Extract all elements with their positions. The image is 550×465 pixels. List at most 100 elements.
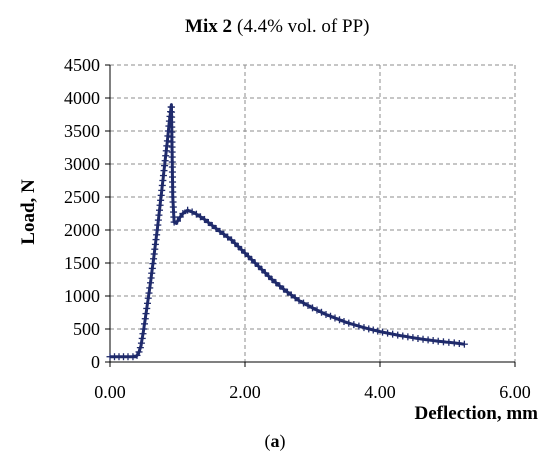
data-point-marker (331, 314, 339, 322)
y-axis-ticks: 0 500 1000 1500 2000 2500 3000 3500 4000 4500 (64, 55, 110, 372)
data-point-marker (137, 339, 145, 347)
data-point-marker (384, 329, 392, 337)
data-point-marker (360, 324, 368, 332)
data-point-marker (261, 269, 269, 277)
y-tick-label: 2500 (64, 187, 100, 207)
data-point-marker (369, 326, 377, 334)
data-point-marker (276, 282, 284, 290)
y-tick-label: 4500 (64, 55, 100, 75)
data-point-marker (419, 335, 427, 343)
data-point-marker (196, 213, 204, 221)
data-point-marker (231, 239, 239, 247)
data-point-marker (265, 272, 273, 280)
data-point-marker (201, 215, 208, 223)
data-point-marker (251, 259, 259, 267)
data-point-marker (409, 334, 417, 342)
data-point-marker (216, 227, 224, 235)
series-layer (106, 103, 468, 361)
data-point-marker (280, 285, 288, 293)
data-point-marker (365, 325, 373, 333)
x-tick-label: 4.00 (364, 382, 396, 402)
y-tick-label: 4000 (64, 88, 100, 108)
data-point-marker (143, 304, 151, 312)
data-point-marker (179, 210, 187, 217)
x-tick-label: 2.00 (229, 382, 261, 402)
data-point-marker (455, 340, 463, 348)
data-point-marker (234, 243, 242, 250)
data-point-marker (241, 249, 249, 257)
data-point-marker (204, 218, 212, 226)
data-point-marker (374, 327, 382, 335)
data-point-marker (318, 308, 325, 316)
data-point-marker (170, 218, 178, 226)
data-point-marker (327, 312, 334, 320)
data-point-marker (144, 294, 152, 302)
data-point-marker (244, 252, 252, 260)
data-point-marker (309, 304, 316, 312)
data-point-marker (268, 276, 276, 283)
data-point-marker (144, 299, 151, 307)
x-tick-label: 0.00 (94, 382, 126, 402)
data-point-marker (138, 334, 146, 342)
series-line (110, 103, 465, 359)
data-point-marker (414, 334, 422, 342)
data-point-marker (188, 208, 196, 216)
data-point-marker (304, 301, 312, 309)
data-point-marker (145, 289, 153, 297)
data-point-marker (272, 279, 280, 287)
data-point-marker (238, 246, 246, 254)
figure-caption: (a) (265, 431, 286, 452)
caption-letter: a (271, 431, 280, 451)
data-point-marker (141, 315, 149, 323)
data-point-marker (135, 348, 143, 356)
x-tick-label: 6.00 (499, 382, 531, 402)
data-point-marker (224, 233, 232, 241)
data-point-marker (322, 310, 330, 318)
caption-close: ) (280, 431, 286, 452)
y-tick-label: 3500 (64, 121, 100, 141)
data-point-marker (350, 321, 358, 329)
data-point-marker (129, 353, 137, 361)
caption-open: ( (265, 431, 271, 452)
y-tick-label: 1500 (64, 253, 100, 273)
data-point-marker (379, 328, 387, 336)
data-point-marker (220, 230, 228, 238)
data-point-marker (283, 288, 291, 296)
y-axis-label: Load, N (18, 179, 39, 245)
data-point-marker (140, 325, 148, 333)
data-point-marker (228, 236, 235, 244)
data-point-marker (255, 262, 262, 270)
data-point-marker (184, 206, 192, 214)
y-tick-label: 3000 (64, 154, 100, 174)
data-point-marker (146, 284, 154, 292)
data-point-marker (340, 318, 348, 326)
data-point-marker (136, 344, 144, 352)
y-tick-label: 1000 (64, 286, 100, 306)
grid-lines (110, 64, 516, 362)
data-point-marker (313, 306, 321, 314)
y-tick-label: 500 (73, 319, 100, 339)
data-point-marker (176, 213, 184, 221)
data-point-marker (248, 256, 256, 264)
data-point-marker (212, 224, 220, 232)
data-point-marker (142, 310, 150, 318)
data-point-marker (394, 331, 402, 339)
data-point-marker (355, 322, 363, 330)
data-point-marker (336, 316, 343, 324)
data-point-marker (295, 297, 303, 305)
data-point-marker (300, 299, 307, 307)
data-point-marker (450, 339, 458, 347)
data-point-marker (389, 330, 397, 338)
data-point-marker (139, 330, 147, 338)
data-point-marker (208, 221, 216, 229)
data-point-marker (429, 337, 437, 345)
plot-area (109, 65, 515, 363)
y-tick-label: 2000 (64, 220, 100, 240)
data-point-marker (424, 336, 432, 344)
data-point-marker (345, 319, 353, 327)
data-point-marker (291, 294, 299, 302)
chart-title: Mix 2 (185, 16, 232, 37)
x-axis-label: Deflection, mm (415, 403, 539, 424)
data-point-marker (258, 266, 266, 274)
